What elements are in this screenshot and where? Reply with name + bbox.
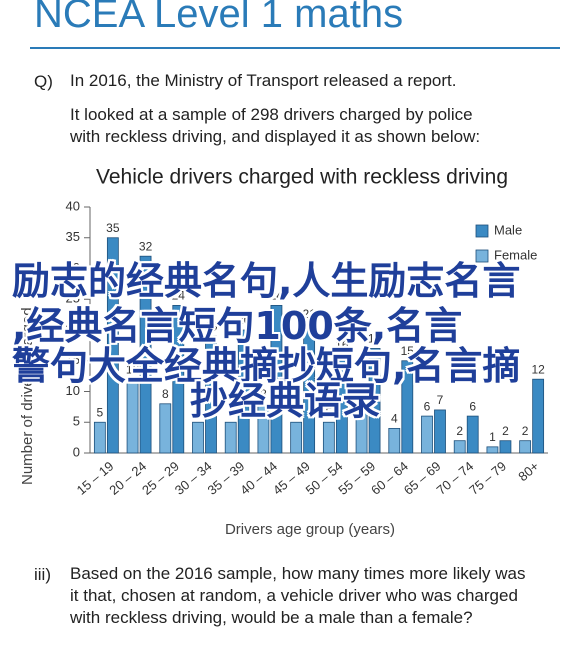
- value-label: 7: [437, 393, 444, 407]
- value-label: 21: [302, 307, 316, 321]
- chart: Vehicle drivers charged with reckless dr…: [19, 166, 548, 538]
- bar: [401, 360, 414, 454]
- bar: [368, 348, 381, 454]
- bar: [126, 378, 139, 454]
- bar: [519, 440, 532, 454]
- y-tick-label: 20: [66, 321, 80, 336]
- value-label: 6: [469, 399, 476, 413]
- y-tick-label: 40: [66, 198, 80, 213]
- value-label: 4: [391, 412, 398, 426]
- value-label: 12: [531, 362, 545, 376]
- bar: [421, 415, 433, 454]
- value-label: 35: [106, 221, 120, 235]
- value-label: 8: [260, 387, 267, 401]
- value-label: 16: [335, 338, 349, 352]
- y-tick-label: 35: [66, 229, 80, 244]
- value-label: 5: [195, 405, 202, 419]
- x-tick-label: 75 – 79: [466, 458, 509, 497]
- bar: [466, 415, 479, 454]
- bar: [257, 403, 270, 454]
- y-tick-label: 25: [66, 291, 80, 306]
- value-label: 2: [456, 424, 463, 438]
- value-label: 20: [237, 313, 251, 327]
- legend-swatch: [475, 224, 489, 238]
- legend-label: Female: [494, 247, 537, 262]
- y-axis-label: Number of drivers charged: [19, 307, 36, 485]
- value-label: 5: [293, 405, 300, 419]
- part-text: Based on the 2016 sample, how many times…: [70, 564, 526, 583]
- bar: [93, 421, 106, 454]
- bar: [237, 329, 250, 454]
- question-label: Q): [34, 72, 53, 91]
- bar: [270, 304, 283, 454]
- bar: [106, 237, 119, 454]
- x-axis-label: Drivers age group (years): [225, 521, 395, 538]
- part-text: with reckless driving, would be a male t…: [70, 608, 473, 627]
- bar: [322, 421, 335, 454]
- bar: [139, 255, 152, 454]
- y-tick-label: 5: [73, 414, 80, 429]
- value-label: 15: [401, 344, 415, 358]
- bar: [224, 421, 237, 454]
- value-label: 8: [162, 387, 169, 401]
- bar: [192, 421, 204, 454]
- header-rule: [30, 47, 560, 49]
- x-tick-label: 80+: [515, 458, 542, 484]
- y-tick-label: 0: [73, 444, 80, 459]
- bar: [388, 427, 401, 454]
- y-tick-label: 30: [66, 260, 80, 275]
- y-tick-label: 15: [66, 352, 80, 367]
- value-label: 24: [172, 289, 186, 303]
- question-text: In 2016, the Ministry of Transport relea…: [70, 71, 457, 90]
- value-label: 8: [358, 387, 365, 401]
- part-label: iii): [34, 565, 51, 584]
- bar: [499, 440, 512, 454]
- question-text: It looked at a sample of 298 drivers cha…: [70, 105, 473, 124]
- value-label: 5: [227, 405, 234, 419]
- bar: [290, 421, 303, 454]
- bar: [205, 335, 217, 454]
- question-text: with reckless driving, and displayed it …: [70, 127, 481, 146]
- value-label: 24: [270, 289, 284, 303]
- value-label: 32: [139, 239, 153, 253]
- y-tick-label: 10: [66, 383, 80, 398]
- value-label: 5: [326, 405, 333, 419]
- legend-swatch: [475, 249, 489, 263]
- bar: [532, 378, 545, 454]
- bar: [159, 403, 172, 454]
- bar: [453, 440, 466, 454]
- legend-label: Male: [494, 222, 522, 237]
- value-label: 1: [489, 430, 496, 444]
- bar: [434, 409, 446, 454]
- bar: [355, 403, 368, 454]
- value-label: 19: [204, 319, 218, 333]
- value-label: 2: [502, 424, 509, 438]
- bar: [172, 304, 185, 454]
- value-label: 5: [97, 405, 104, 419]
- value-label: 17: [368, 332, 382, 346]
- header-title: NCEA Level 1 maths: [34, 0, 404, 36]
- bar: [303, 323, 316, 454]
- chart-title: Vehicle drivers charged with reckless dr…: [96, 166, 508, 189]
- bar: [335, 354, 348, 454]
- value-label: 6: [424, 399, 431, 413]
- part-text: it that, chosen at random, a vehicle dri…: [70, 586, 518, 605]
- value-label: 12: [126, 362, 140, 376]
- bar: [486, 446, 499, 454]
- value-label: 2: [522, 424, 529, 438]
